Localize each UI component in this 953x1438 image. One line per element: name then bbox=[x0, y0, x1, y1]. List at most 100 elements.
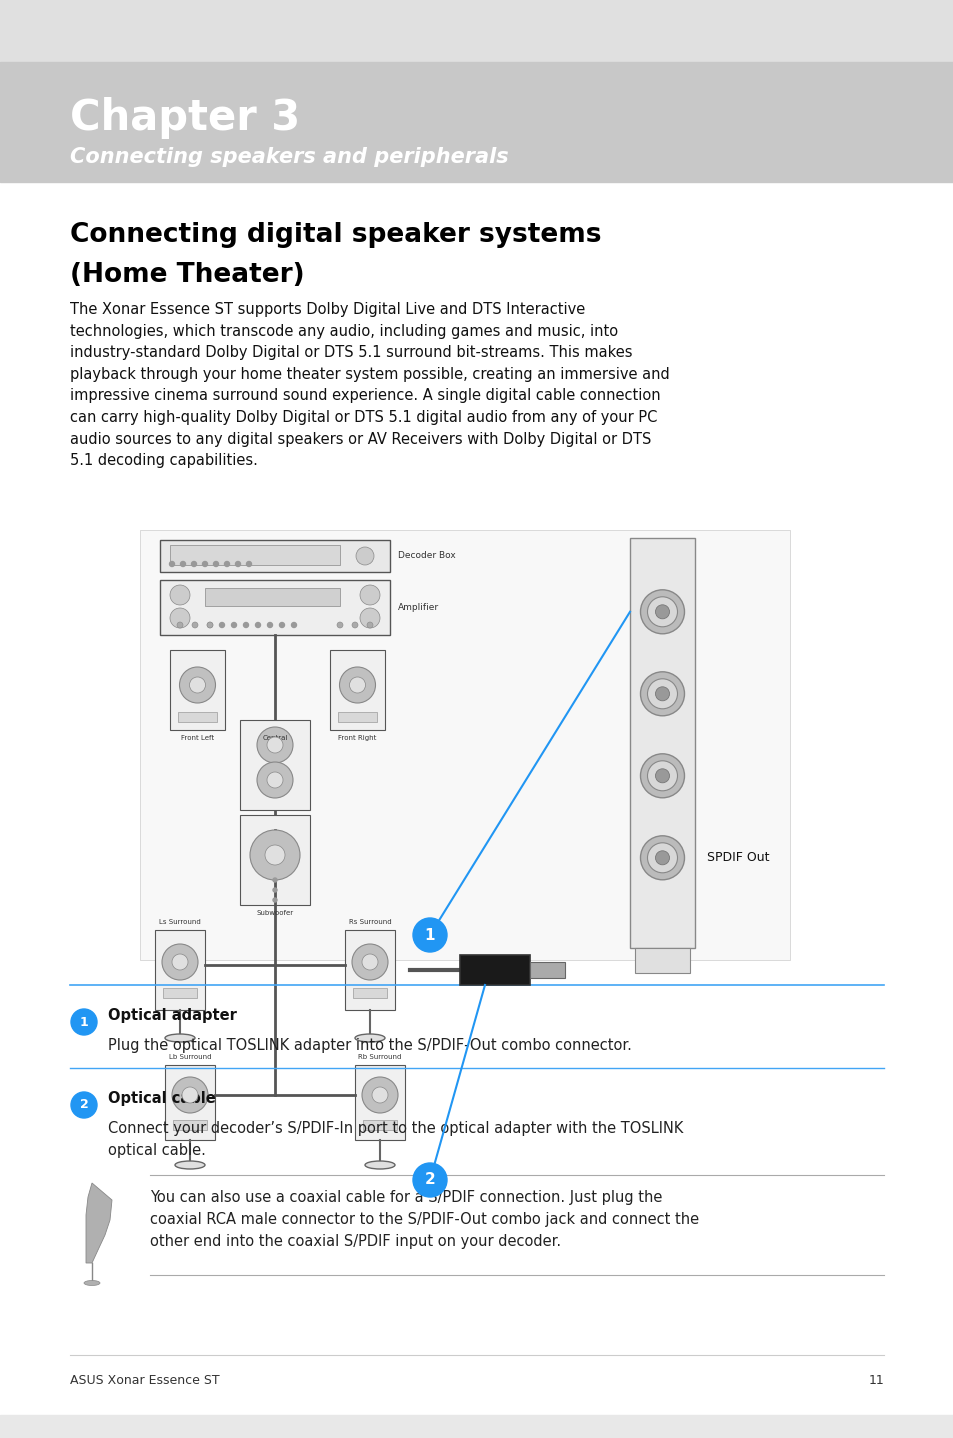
Circle shape bbox=[279, 623, 284, 627]
Ellipse shape bbox=[365, 1160, 395, 1169]
Bar bbox=[337, 712, 376, 722]
Circle shape bbox=[639, 754, 684, 798]
Bar bbox=[160, 541, 390, 572]
Bar bbox=[0, 1415, 953, 1438]
Circle shape bbox=[372, 1087, 388, 1103]
Circle shape bbox=[177, 623, 183, 628]
Circle shape bbox=[639, 672, 684, 716]
Circle shape bbox=[207, 623, 213, 628]
Circle shape bbox=[647, 843, 677, 873]
Text: You can also use a coaxial cable for a S/PDIF connection. Just plug the
coaxial : You can also use a coaxial cable for a S… bbox=[150, 1191, 699, 1250]
Circle shape bbox=[192, 623, 198, 628]
Text: Connecting speakers and peripherals: Connecting speakers and peripherals bbox=[70, 147, 508, 167]
Ellipse shape bbox=[355, 1034, 385, 1043]
Circle shape bbox=[172, 953, 188, 971]
Circle shape bbox=[182, 1087, 198, 1103]
Bar bbox=[140, 531, 789, 961]
Circle shape bbox=[292, 623, 296, 627]
Text: 2: 2 bbox=[424, 1172, 435, 1188]
Circle shape bbox=[339, 667, 375, 703]
Circle shape bbox=[359, 608, 379, 628]
Text: 1: 1 bbox=[79, 1015, 89, 1028]
Text: Central: Central bbox=[262, 735, 288, 741]
Bar bbox=[530, 962, 564, 978]
Circle shape bbox=[655, 851, 669, 864]
Circle shape bbox=[170, 561, 174, 567]
Bar bbox=[178, 712, 216, 722]
Circle shape bbox=[71, 1091, 97, 1117]
Circle shape bbox=[273, 897, 276, 902]
Circle shape bbox=[256, 728, 293, 764]
Bar bbox=[170, 545, 339, 565]
Circle shape bbox=[172, 1077, 208, 1113]
Circle shape bbox=[255, 623, 260, 627]
Text: The Xonar Essence ST supports Dolby Digital Live and DTS Interactive
technologie: The Xonar Essence ST supports Dolby Digi… bbox=[70, 302, 669, 469]
Circle shape bbox=[655, 769, 669, 782]
Bar bbox=[635, 948, 689, 974]
Circle shape bbox=[224, 561, 230, 567]
Text: Connect your decoder’s S/PDIF-In port to the optical adapter with the TOSLINK
op: Connect your decoder’s S/PDIF-In port to… bbox=[108, 1122, 682, 1158]
Circle shape bbox=[243, 623, 248, 627]
Text: Ls Surround: Ls Surround bbox=[159, 919, 201, 925]
Circle shape bbox=[359, 585, 379, 605]
Bar bbox=[172, 1120, 207, 1130]
Circle shape bbox=[655, 687, 669, 700]
Text: SPDIF Out: SPDIF Out bbox=[706, 851, 769, 864]
Polygon shape bbox=[86, 1183, 112, 1263]
Ellipse shape bbox=[84, 1280, 100, 1286]
Circle shape bbox=[647, 679, 677, 709]
Text: Front Right: Front Right bbox=[338, 735, 376, 741]
Circle shape bbox=[267, 772, 283, 788]
Bar bbox=[459, 955, 530, 985]
Circle shape bbox=[170, 585, 190, 605]
Text: ASUS Xonar Essence ST: ASUS Xonar Essence ST bbox=[70, 1373, 219, 1386]
Ellipse shape bbox=[174, 1160, 205, 1169]
Bar bbox=[205, 588, 339, 605]
Bar bbox=[240, 720, 310, 810]
Text: Optical adapter: Optical adapter bbox=[108, 1008, 236, 1022]
Circle shape bbox=[250, 830, 299, 880]
Text: 2: 2 bbox=[79, 1099, 89, 1112]
Bar bbox=[160, 580, 390, 636]
Circle shape bbox=[162, 943, 198, 981]
Circle shape bbox=[355, 546, 374, 565]
Circle shape bbox=[179, 667, 215, 703]
Text: Connecting digital speaker systems: Connecting digital speaker systems bbox=[70, 221, 601, 247]
Circle shape bbox=[273, 889, 276, 892]
Circle shape bbox=[336, 623, 343, 628]
Circle shape bbox=[647, 597, 677, 627]
Circle shape bbox=[273, 879, 276, 881]
Bar bbox=[0, 62, 953, 183]
Circle shape bbox=[352, 943, 388, 981]
Circle shape bbox=[202, 561, 208, 567]
Circle shape bbox=[413, 1163, 447, 1196]
Circle shape bbox=[71, 1009, 97, 1035]
Text: Amplifier: Amplifier bbox=[397, 603, 438, 613]
Circle shape bbox=[213, 561, 218, 567]
Circle shape bbox=[413, 917, 447, 952]
Circle shape bbox=[219, 623, 224, 627]
Text: Subwoofer: Subwoofer bbox=[256, 910, 294, 916]
Bar bbox=[165, 1066, 214, 1140]
Circle shape bbox=[170, 608, 190, 628]
Bar bbox=[163, 988, 196, 998]
Circle shape bbox=[267, 738, 283, 754]
Circle shape bbox=[232, 623, 236, 627]
Text: Chapter 3: Chapter 3 bbox=[70, 96, 300, 139]
Circle shape bbox=[367, 623, 373, 628]
Circle shape bbox=[246, 561, 252, 567]
Text: (Home Theater): (Home Theater) bbox=[70, 262, 304, 288]
Ellipse shape bbox=[165, 1034, 194, 1043]
Text: Decoder Box: Decoder Box bbox=[397, 552, 456, 561]
Text: Plug the optical TOSLINK adapter into the S/PDIF-Out combo connector.: Plug the optical TOSLINK adapter into th… bbox=[108, 1038, 631, 1053]
Text: Front Left: Front Left bbox=[181, 735, 213, 741]
Bar bbox=[170, 650, 225, 731]
Circle shape bbox=[235, 561, 240, 567]
Circle shape bbox=[655, 605, 669, 618]
Circle shape bbox=[190, 677, 205, 693]
Bar bbox=[240, 815, 310, 905]
Text: 11: 11 bbox=[867, 1373, 883, 1386]
Text: Rs Surround: Rs Surround bbox=[349, 919, 391, 925]
Circle shape bbox=[647, 761, 677, 791]
Text: Lb Surround: Lb Surround bbox=[169, 1054, 211, 1060]
